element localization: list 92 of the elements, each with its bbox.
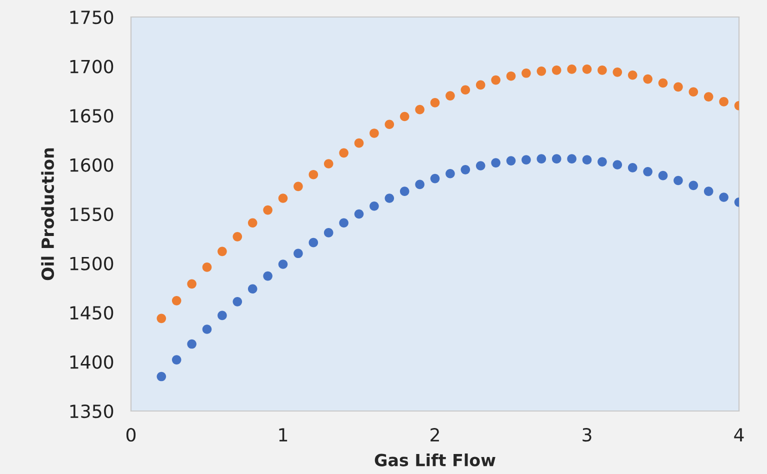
point: [384, 194, 394, 203]
point: [658, 78, 668, 88]
point: [674, 176, 683, 186]
point: [582, 64, 592, 74]
point: [612, 160, 622, 170]
point: [688, 180, 698, 190]
point: [430, 98, 440, 108]
point: [628, 163, 638, 172]
point: [430, 174, 440, 184]
point: [278, 194, 288, 203]
point: [263, 271, 272, 281]
y-tick-label: 1750: [70, 10, 114, 24]
point: [187, 279, 196, 289]
point: [491, 75, 500, 85]
point: [339, 218, 348, 228]
point: [688, 87, 698, 97]
point: [628, 70, 638, 80]
point: [506, 71, 516, 81]
point: [522, 68, 531, 78]
point: [446, 168, 455, 178]
point: [308, 238, 318, 248]
point: [218, 246, 227, 256]
point: [384, 120, 394, 130]
y-tick-label: 1500: [70, 256, 114, 270]
point: [218, 310, 227, 320]
point: [476, 161, 486, 170]
y-tick-label: 1550: [70, 207, 114, 222]
point: [248, 218, 258, 228]
y-tick-label: 1650: [70, 108, 114, 123]
point: [172, 355, 182, 364]
y-tick-label: 1700: [70, 60, 114, 74]
point: [598, 66, 607, 75]
x-tick-label: 2: [430, 428, 439, 442]
point: [324, 159, 334, 168]
point: [232, 297, 242, 306]
point: [294, 248, 303, 258]
point: [704, 186, 714, 196]
point: [354, 138, 364, 148]
y-tick-label: 1400: [70, 355, 114, 369]
point: [506, 156, 516, 166]
y-axis-title: Oil Production: [41, 148, 54, 280]
point: [567, 154, 576, 164]
point: [278, 260, 288, 269]
point: [400, 186, 410, 196]
x-tick-label: 3: [582, 428, 592, 442]
point: [263, 205, 272, 215]
point: [202, 262, 212, 272]
point: [658, 170, 668, 180]
point: [324, 228, 334, 238]
point: [719, 192, 728, 202]
point: [536, 66, 546, 76]
point: [308, 170, 318, 180]
point: [704, 92, 714, 102]
point: [460, 85, 470, 95]
point: [552, 66, 562, 75]
point: [415, 180, 424, 190]
point: [719, 97, 728, 106]
point: [476, 80, 486, 90]
point: [415, 104, 424, 114]
y-tick-label: 1600: [70, 158, 114, 172]
y-tick-label: 1450: [70, 306, 114, 320]
x-tick-label: 4: [734, 428, 744, 442]
point: [612, 68, 622, 77]
point: [536, 154, 546, 164]
point: [674, 82, 683, 92]
point: [582, 155, 592, 164]
point: [643, 166, 652, 176]
point: [156, 314, 166, 324]
point: [460, 165, 470, 174]
point: [370, 128, 379, 138]
point: [522, 155, 531, 164]
x-axis-title: Gas Lift Flow: [374, 453, 496, 466]
point: [339, 148, 348, 158]
point: [552, 154, 562, 164]
y-tick-label: 1350: [70, 404, 114, 418]
point: [202, 324, 212, 334]
point: [156, 372, 166, 382]
point: [294, 182, 303, 192]
x-tick-label: 1: [279, 428, 288, 442]
point: [643, 74, 652, 84]
point: [232, 232, 242, 242]
point: [187, 339, 196, 349]
point: [567, 64, 576, 74]
point: [491, 158, 500, 168]
point: [370, 201, 379, 211]
point: [400, 112, 410, 122]
point: [172, 296, 182, 306]
point: [598, 157, 607, 166]
point: [446, 91, 455, 100]
point: [354, 209, 364, 219]
x-tick-label: 0: [126, 428, 136, 442]
point: [248, 284, 258, 294]
